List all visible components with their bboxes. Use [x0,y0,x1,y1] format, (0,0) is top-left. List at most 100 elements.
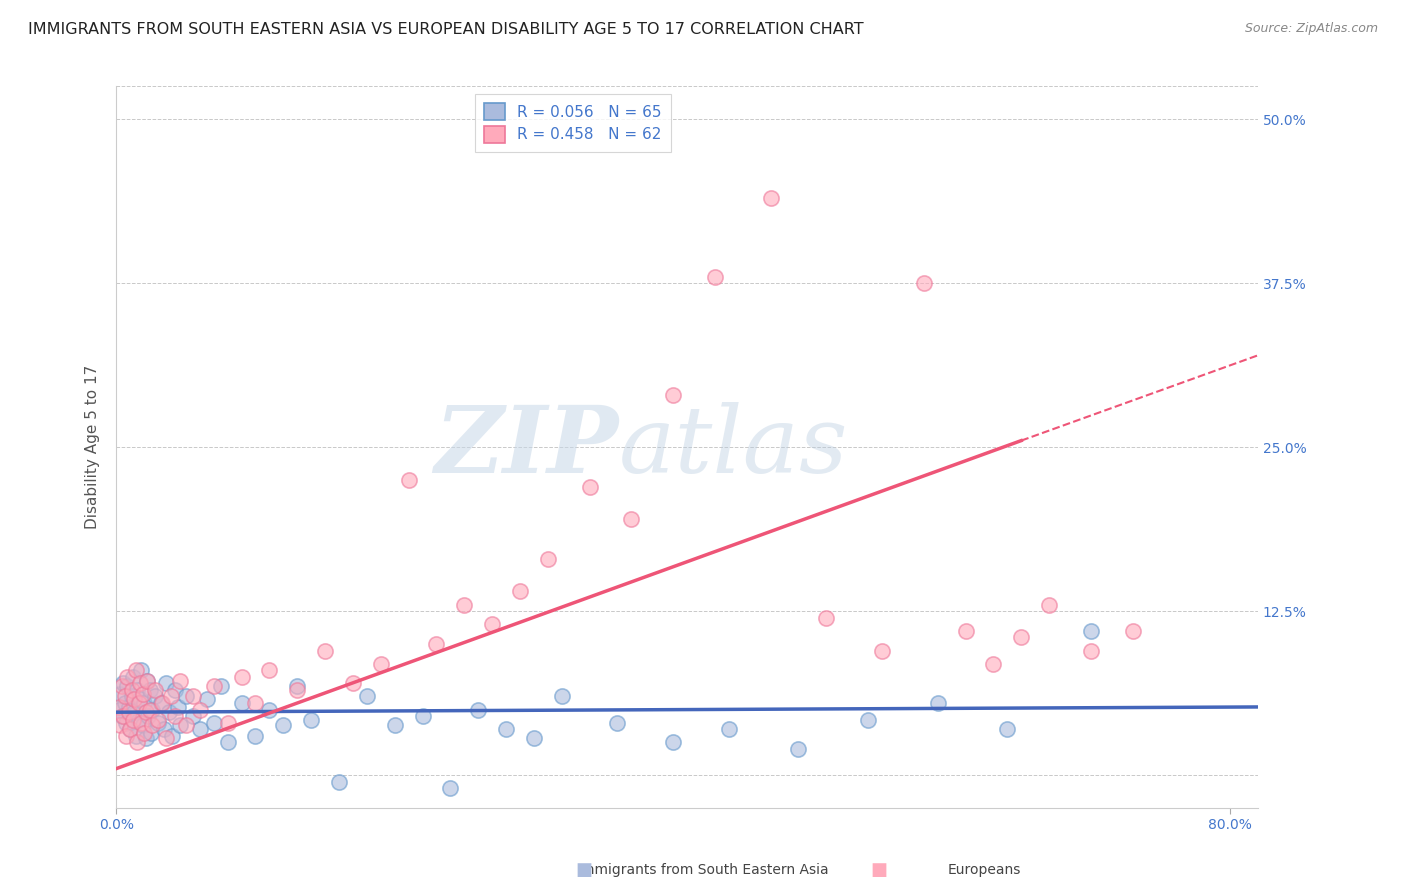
Point [259,663,281,677]
Point [217,735,239,749]
Point [118,700,141,714]
Point [620,512,643,526]
Point [112,676,135,690]
Text: Source: ZipAtlas.com: Source: ZipAtlas.com [1244,22,1378,36]
Point [188,702,211,716]
Point [131,715,153,730]
Point [209,679,232,693]
Point [150,696,173,710]
Point [578,479,600,493]
Point [134,705,156,719]
Point [273,718,295,732]
Point [128,713,150,727]
Point [245,696,267,710]
Point [110,718,132,732]
Point [495,723,517,737]
Point [117,670,139,684]
Point [135,673,157,688]
Point [155,676,177,690]
Point [787,742,810,756]
Point [856,713,879,727]
Point [118,705,141,719]
Point [1080,624,1102,638]
Point [127,735,149,749]
Point [285,679,308,693]
Point [122,670,145,684]
Point [181,690,204,704]
Point [245,729,267,743]
Point [202,715,225,730]
Point [181,709,204,723]
Text: ■: ■ [870,861,887,879]
Point [299,713,322,727]
Point [285,682,308,697]
Point [551,690,574,704]
Point [141,718,163,732]
Point [138,702,160,716]
Point [143,690,166,704]
Text: IMMIGRANTS FROM SOUTH EASTERN ASIA VS EUROPEAN DISABILITY AGE 5 TO 17 CORRELATIO: IMMIGRANTS FROM SOUTH EASTERN ASIA VS EU… [28,22,863,37]
Point [112,709,135,723]
Point [136,709,159,723]
Point [202,679,225,693]
Point [174,690,197,704]
Point [314,643,336,657]
Text: atlas: atlas [619,402,848,492]
Point [815,611,838,625]
Point [995,723,1018,737]
Point [509,584,531,599]
Point [759,191,782,205]
Point [120,723,142,737]
Point [231,696,253,710]
Point [439,781,461,796]
Text: ZIP: ZIP [434,402,619,492]
Point [398,473,420,487]
Point [135,673,157,688]
Point [370,657,392,671]
Point [149,696,172,710]
Point [188,723,211,737]
Point [108,700,131,714]
Point [125,729,148,743]
Point [157,705,180,719]
Point [127,682,149,697]
Point [453,598,475,612]
Point [195,692,218,706]
Point [231,670,253,684]
Point [139,726,162,740]
Point [125,663,148,677]
Point [129,692,152,706]
Point [163,709,186,723]
Point [1038,598,1060,612]
Point [110,687,132,701]
Point [143,682,166,697]
Point [384,718,406,732]
Y-axis label: Disability Age 5 to 17: Disability Age 5 to 17 [86,365,100,529]
Text: ■: ■ [575,861,592,879]
Point [120,723,142,737]
Point [467,702,489,716]
Point [138,682,160,697]
Point [1010,631,1032,645]
Point [122,713,145,727]
Point [912,276,935,290]
Text: Europeans: Europeans [948,863,1021,877]
Point [955,624,977,638]
Point [115,715,138,730]
Point [155,731,177,746]
Point [117,679,139,693]
Point [134,696,156,710]
Point [328,774,350,789]
Point [128,696,150,710]
Point [152,723,174,737]
Point [662,735,685,749]
Point [131,663,153,677]
Point [141,702,163,716]
Point [132,718,155,732]
Legend: R = 0.056   N = 65, R = 0.458   N = 62: R = 0.056 N = 65, R = 0.458 N = 62 [475,94,671,152]
Point [481,617,503,632]
Point [134,731,156,746]
Point [166,700,188,714]
Point [121,690,143,704]
Point [703,269,725,284]
